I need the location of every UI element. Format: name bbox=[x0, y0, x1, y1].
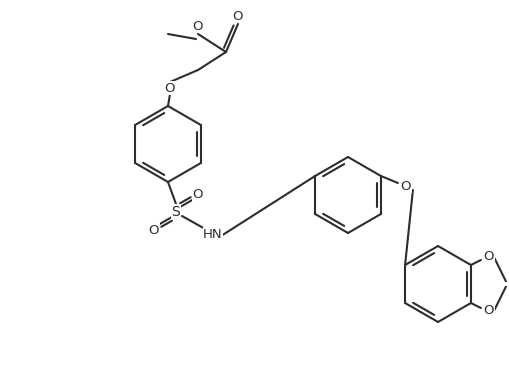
Text: O: O bbox=[400, 180, 410, 192]
Text: HN: HN bbox=[203, 227, 222, 241]
Text: O: O bbox=[192, 20, 203, 33]
Text: O: O bbox=[483, 250, 493, 263]
Text: O: O bbox=[483, 305, 493, 318]
Text: O: O bbox=[192, 187, 203, 200]
Text: S: S bbox=[172, 205, 180, 219]
Text: O: O bbox=[164, 82, 175, 94]
Text: O: O bbox=[149, 223, 159, 236]
Text: O: O bbox=[232, 9, 243, 22]
